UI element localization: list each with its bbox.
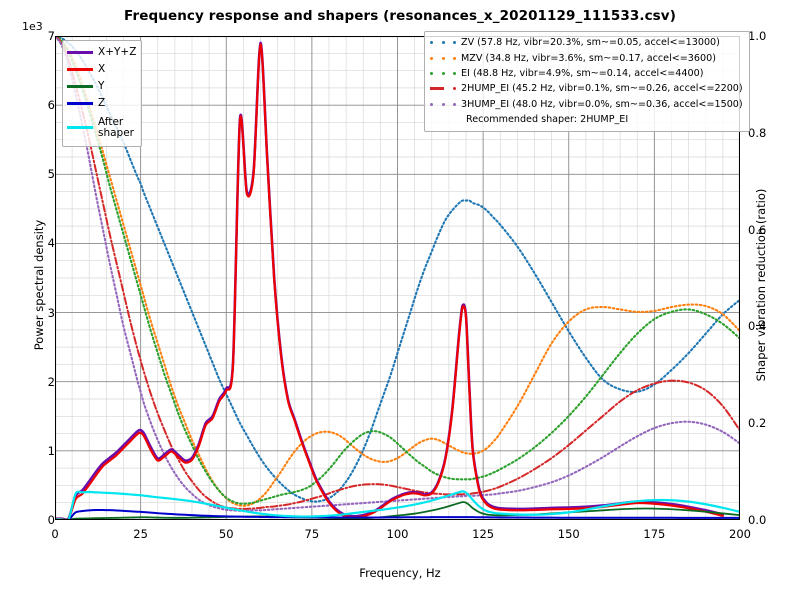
legend-item-label: Y	[98, 80, 105, 93]
x-tick-label: 125	[472, 527, 495, 541]
y2-tick-label: 1.0	[748, 29, 767, 43]
y2-tick-label: 0.8	[748, 125, 767, 140]
axis-frame	[55, 36, 740, 520]
legend-item[interactable]: EI (48.8 Hz, vibr=4.9%, sm~=0.14, accel<…	[430, 66, 743, 81]
legend-dot-swatch	[430, 102, 456, 106]
x-axis-label: Frequency, Hz	[359, 566, 441, 580]
plot-area	[55, 36, 740, 520]
legend-item-label: X	[98, 63, 106, 76]
legend-item[interactable]: X	[67, 61, 136, 78]
series-zv	[55, 36, 740, 503]
legend-line-swatch	[67, 126, 93, 129]
legend-item-label: ZV (57.8 Hz, vibr=20.3%, sm~=0.05, accel…	[461, 37, 720, 49]
y2-tick-label: 0.4	[748, 319, 767, 334]
series-ei	[55, 36, 740, 505]
x-tick-label: 175	[643, 527, 666, 541]
shaper-legend: ZV (57.8 Hz, vibr=20.3%, sm~=0.05, accel…	[424, 31, 750, 133]
x-tick-label: 100	[386, 527, 409, 541]
series-3hump-ei	[55, 36, 740, 512]
recommended-shaper-text: Recommended shaper: 2HUMP_EI	[466, 113, 629, 125]
x-tick-label: 50	[218, 527, 234, 541]
legend-line-swatch	[67, 102, 93, 105]
y2-tick-label: 0.6	[748, 222, 767, 237]
y-tick-label: 2	[47, 374, 55, 389]
legend-item[interactable]: X+Y+Z	[67, 44, 136, 61]
legend-item-label: X+Y+Z	[98, 46, 137, 59]
y-tick-label: 0	[47, 513, 55, 527]
chart-canvas	[55, 36, 740, 520]
legend-item[interactable]: ZV (57.8 Hz, vibr=20.3%, sm~=0.05, accel…	[430, 35, 743, 50]
x-tick-label: 75	[304, 527, 320, 541]
psd-curves	[55, 41, 740, 520]
x-tick-label: 150	[557, 527, 580, 541]
legend-item[interactable]: 3HUMP_EI (48.0 Hz, vibr=0.0%, sm~=0.36, …	[430, 97, 743, 112]
legend-item-label: Z	[98, 97, 106, 110]
legend-dot-swatch	[430, 71, 456, 75]
legend-line-swatch	[67, 51, 93, 54]
legend-item[interactable]: Y	[67, 78, 136, 95]
x-tick-label: 25	[133, 527, 148, 541]
chart-title: Frequency response and shapers (resonanc…	[124, 8, 676, 24]
axis-spines	[55, 36, 740, 520]
y2-tick-label: 0.0	[748, 513, 767, 527]
legend-line-swatch	[67, 68, 93, 71]
y2-tick-label: 0.2	[748, 416, 767, 431]
y-tick-label: 7	[47, 29, 55, 43]
legend-dot-swatch	[430, 41, 456, 45]
psd-legend: X+Y+Z X Y Z After shaper	[62, 40, 143, 147]
legend-item[interactable]: 2HUMP_EI (45.2 Hz, vibr=0.1%, sm~=0.26, …	[430, 81, 743, 96]
shaper-curves	[55, 36, 740, 512]
legend-item-label: After shaper	[98, 115, 135, 139]
legend-item-label: 2HUMP_EI (45.2 Hz, vibr=0.1%, sm~=0.26, …	[461, 83, 743, 95]
legend-item-label: 3HUMP_EI (48.0 Hz, vibr=0.0%, sm~=0.36, …	[461, 98, 743, 110]
x-tick-label: 0	[51, 527, 59, 541]
series-x	[55, 43, 724, 520]
series-z	[55, 508, 740, 520]
y-axis-exponent-label: 1e3	[22, 20, 43, 33]
legend-item[interactable]: MZV (34.8 Hz, vibr=3.6%, sm~=0.17, accel…	[430, 50, 743, 65]
y-tick-label: 4	[47, 236, 55, 251]
legend-dot-swatch	[430, 56, 456, 60]
y-tick-label: 6	[47, 98, 55, 113]
series-mzv	[55, 36, 740, 507]
y-tick-label: 1	[47, 443, 55, 458]
y-axis-label: Power spectral density	[32, 219, 46, 351]
y-tick-label: 5	[47, 167, 55, 182]
legend-item[interactable]: Z	[67, 95, 136, 112]
legend-dot-swatch	[430, 87, 456, 91]
secondary-y-axis-label: Shaper vibration reduction (ratio)	[754, 188, 768, 382]
y-tick-label: 3	[47, 305, 55, 320]
series-after-shaper	[55, 490, 740, 520]
legend-item-label: EI (48.8 Hz, vibr=4.9%, sm~=0.14, accel<…	[461, 67, 704, 79]
series-2hump-ei	[55, 36, 740, 510]
legend-item[interactable]: After shaper	[67, 112, 136, 143]
legend-item-label: MZV (34.8 Hz, vibr=3.6%, sm~=0.17, accel…	[461, 52, 716, 64]
legend-line-swatch	[67, 85, 93, 88]
x-tick-label: 200	[729, 527, 751, 541]
